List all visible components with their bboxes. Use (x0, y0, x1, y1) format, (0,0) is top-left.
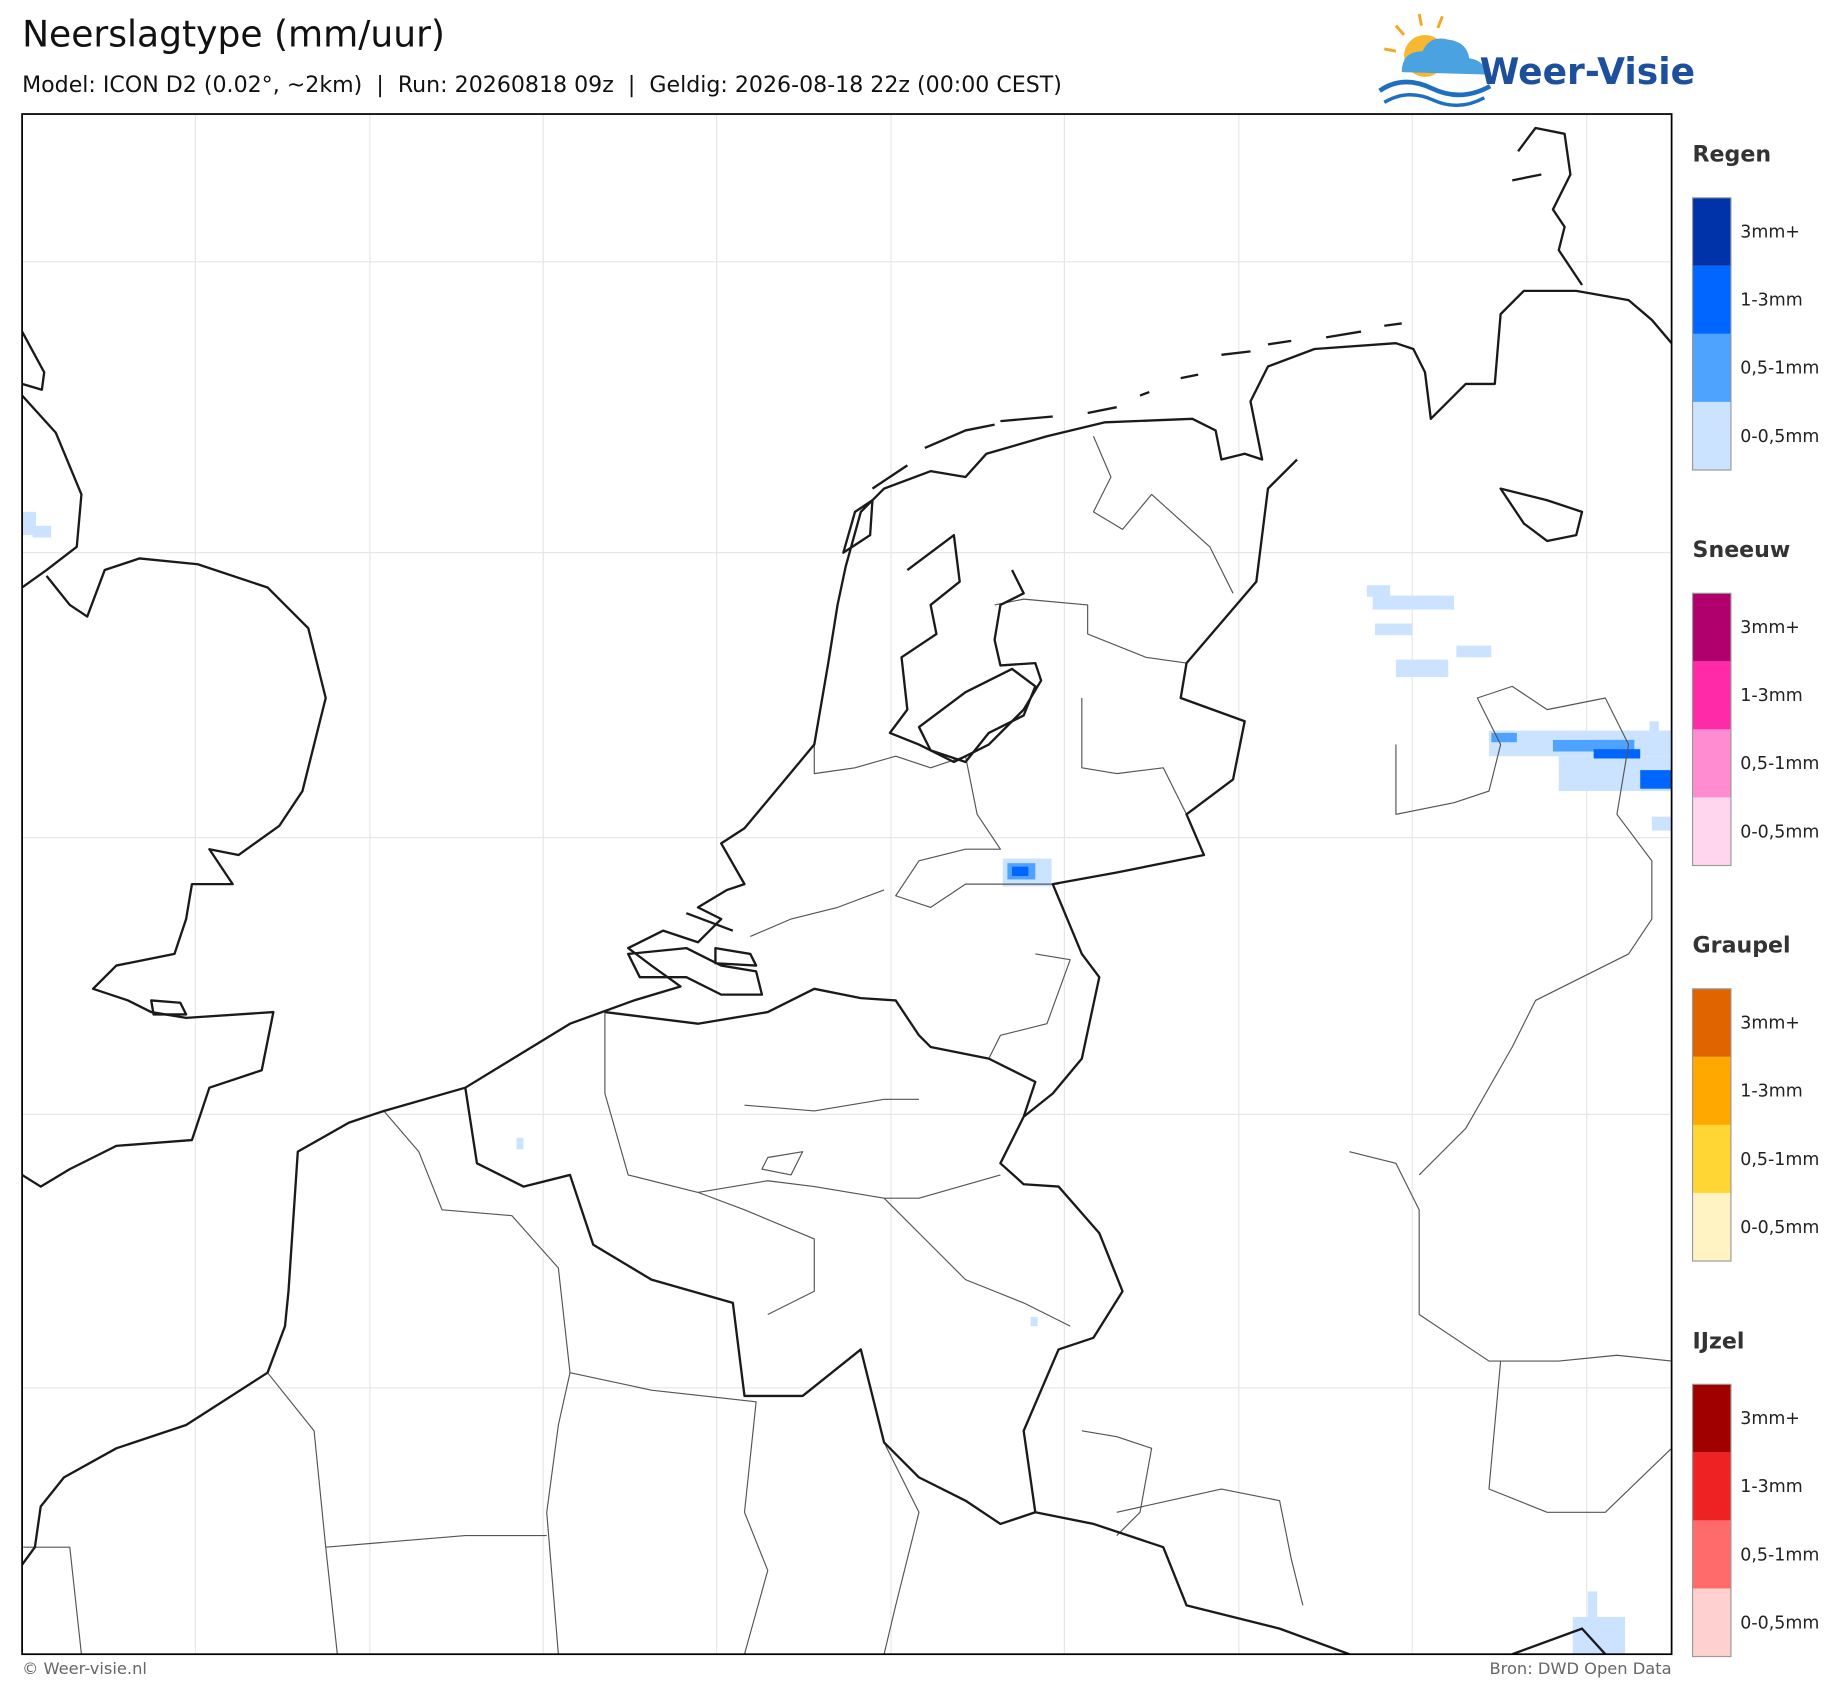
logo: Weer-Visie (1378, 13, 1695, 108)
legend-swatch (1692, 333, 1731, 402)
legend-label: 1-3mm (1740, 1477, 1802, 1497)
legend-label: 0-0,5mm (1740, 1613, 1819, 1633)
legend-swatch (1692, 265, 1731, 334)
map (22, 114, 1672, 1655)
legend-label: 0-0,5mm (1740, 427, 1819, 447)
legend-swatch (1692, 729, 1731, 798)
legend-title: Graupel (1693, 933, 1791, 959)
legend-label: 1-3mm (1740, 686, 1802, 706)
legend-label: 3mm+ (1740, 1409, 1800, 1429)
legend-swatch (1692, 197, 1731, 266)
legend-swatch-frame (1691, 592, 1732, 867)
legend-swatch (1692, 1056, 1731, 1125)
legend-label: 0-0,5mm (1740, 1218, 1819, 1238)
legend-swatch (1692, 1384, 1731, 1453)
legend-swatch (1692, 1520, 1731, 1589)
coastlines (22, 126, 1672, 1566)
legend-label: 0,5-1mm (1740, 1545, 1819, 1565)
legend-title: IJzel (1693, 1328, 1745, 1354)
legend-label: 0,5-1mm (1740, 359, 1819, 379)
legend-label: 0,5-1mm (1740, 754, 1819, 774)
legend-label: 3mm+ (1740, 1014, 1800, 1034)
legend-swatch (1692, 1588, 1731, 1657)
legend-swatch-frame (1691, 197, 1732, 471)
logo-text: Weer-Visie (1480, 51, 1695, 93)
borders (23, 436, 1672, 1655)
legend-label: 3mm+ (1740, 223, 1800, 243)
legend-swatch (1692, 988, 1731, 1057)
map-frame (21, 113, 1673, 1656)
footer-source: Bron: DWD Open Data (1489, 1659, 1671, 1678)
legend-label: 0-0,5mm (1740, 822, 1819, 842)
legend-swatch (1692, 1124, 1731, 1193)
legend-swatch (1692, 797, 1731, 866)
legend-swatch (1692, 401, 1731, 470)
legend-label: 1-3mm (1740, 1082, 1802, 1102)
legend-swatch (1692, 1192, 1731, 1262)
legend-label: 0,5-1mm (1740, 1150, 1819, 1170)
legend-swatch (1692, 593, 1731, 662)
title: Neerslagtype (mm/uur) (22, 14, 445, 56)
legend: Regen 3mm+ 1-3mm 0,5-1mm 0-0,5mm Sneeuw 3mm+ 1-… (1691, 142, 1819, 1658)
legend-label: 3mm+ (1740, 618, 1800, 638)
legend-title: Regen (1693, 142, 1772, 168)
legend-swatch (1692, 1452, 1731, 1521)
legend-swatch (1692, 661, 1731, 730)
legend-swatch-frame (1691, 988, 1732, 1262)
legend-label: 1-3mm (1740, 291, 1802, 311)
footer-credit: © Weer-visie.nl (22, 1659, 147, 1678)
legend-swatch-frame (1691, 1383, 1732, 1658)
legend-title: Sneeuw (1693, 537, 1791, 563)
precipitation (22, 511, 1672, 1655)
subtitle: Model: ICON D2 (0.02°, ~2km) | Run: 2026… (22, 72, 1062, 98)
